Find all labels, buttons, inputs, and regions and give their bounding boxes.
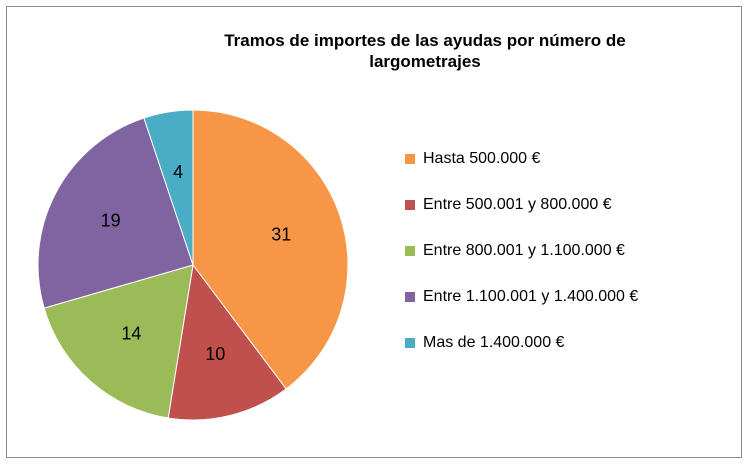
legend-swatch — [405, 292, 415, 302]
pie-slice — [43, 264, 194, 419]
data-label: 19 — [101, 211, 121, 231]
pie-slice — [37, 117, 194, 309]
legend-swatch — [405, 338, 415, 348]
legend-label: Hasta 500.000 € — [423, 150, 541, 167]
pie-slice — [192, 109, 349, 390]
legend-swatch — [405, 246, 415, 256]
legend-label: Entre 500.001 y 800.000 € — [423, 196, 612, 213]
data-label: 4 — [173, 162, 183, 182]
legend-label: Entre 1.100.001 y 1.400.000 € — [423, 288, 638, 305]
data-label: 31 — [271, 224, 291, 244]
data-label: 10 — [205, 344, 225, 364]
legend-swatch — [405, 154, 415, 164]
chart-title: Tramos de importes de las ayudas por núm… — [224, 31, 626, 71]
legend-label: Entre 800.001 y 1.100.000 € — [423, 242, 625, 259]
pie-slice — [167, 263, 287, 421]
pie-slice — [143, 109, 194, 266]
legend-label: Mas de 1.400.000 € — [423, 334, 565, 351]
data-label: 14 — [121, 323, 141, 343]
legend-swatch — [405, 200, 415, 210]
